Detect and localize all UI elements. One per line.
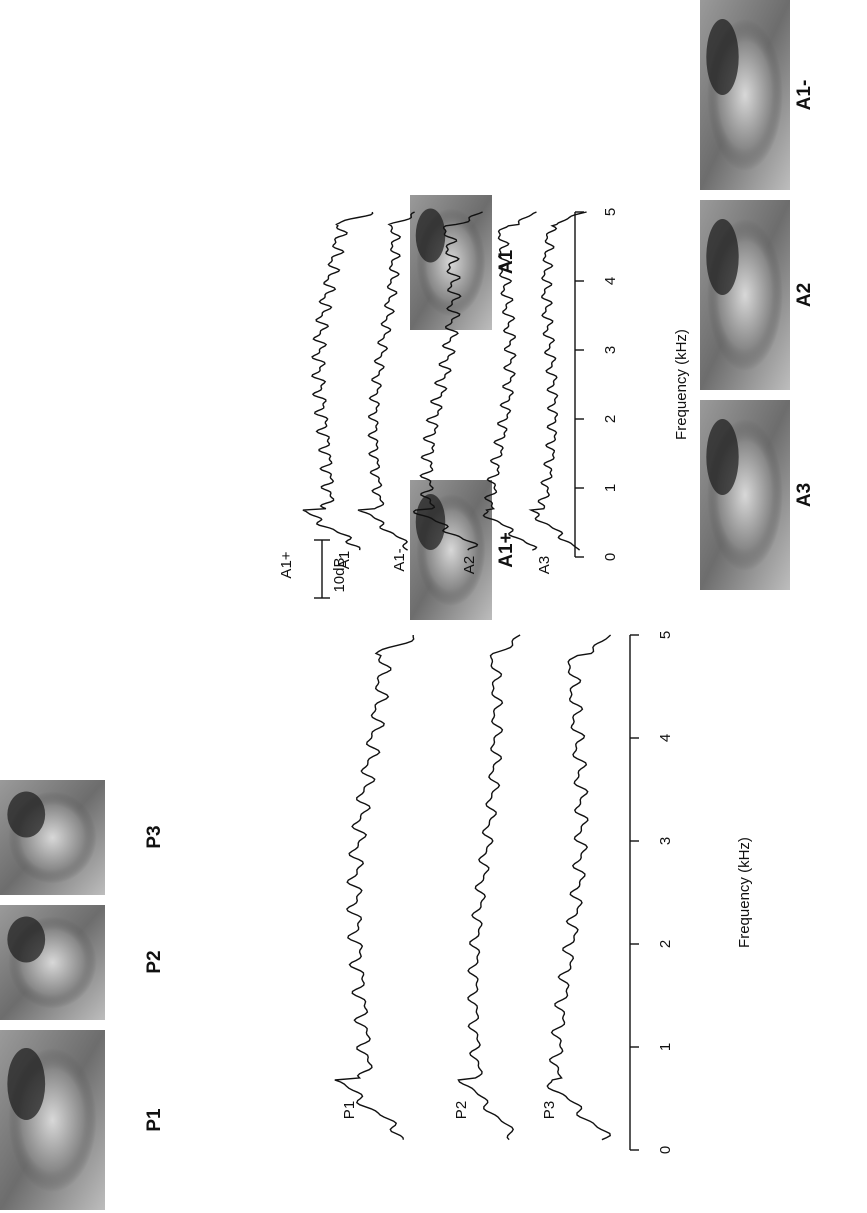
tick-label: 3: [602, 346, 619, 354]
curve-label: A1-: [391, 548, 408, 571]
tick-label: 2: [657, 940, 674, 948]
curve-label: A1+: [278, 551, 295, 578]
shadow: [7, 1048, 46, 1120]
spectrum-curve: [482, 211, 538, 551]
curve-label: P1: [341, 1101, 358, 1119]
tick-label: 4: [657, 734, 674, 742]
curve-label: A3: [536, 556, 553, 574]
curve-label: P2: [453, 1101, 470, 1119]
spectrum-curve: [546, 634, 612, 1141]
spectrum-curve: [357, 211, 415, 551]
tick-label: 2: [602, 415, 619, 423]
shadow: [706, 419, 739, 495]
spectrum-curve: [528, 211, 587, 551]
photo-label: A3: [794, 483, 815, 507]
tick-label: 4: [602, 277, 619, 285]
photo-label: A1: [496, 249, 517, 274]
photo-label: P1: [144, 1108, 165, 1132]
photo-label: A1-: [794, 80, 815, 111]
photos: [0, 0, 790, 1210]
spectrum-curve: [412, 211, 483, 551]
shadow: [706, 19, 739, 95]
curve-label: A2: [461, 556, 478, 574]
scale-label: 10dB: [331, 557, 348, 592]
shadow: [706, 219, 739, 295]
photo-label: A2: [794, 283, 815, 307]
shadow: [415, 494, 446, 550]
spectra: [302, 211, 612, 1141]
photo-label: P2: [144, 950, 165, 973]
spectrum-curve: [302, 211, 374, 551]
axis-title: Frequency (kHz): [673, 329, 690, 440]
tick-label: 5: [657, 631, 674, 639]
axis-title: Frequency (kHz): [736, 837, 753, 948]
shadow: [7, 791, 46, 838]
shadow: [7, 916, 46, 963]
tick-label: 0: [657, 1146, 674, 1154]
tick-label: 0: [602, 553, 619, 561]
tick-label: 1: [657, 1043, 674, 1051]
curve-label: A1: [336, 551, 353, 569]
spectrum-curve: [457, 634, 521, 1141]
photo-label: P3: [144, 825, 165, 848]
shadow: [415, 208, 446, 263]
tick-label: 1: [602, 484, 619, 492]
spectrum-curve: [334, 635, 415, 1140]
curve-label: P3: [541, 1101, 558, 1119]
tick-label: 5: [602, 208, 619, 216]
photo-label: A1+: [496, 532, 517, 567]
tick-label: 3: [657, 837, 674, 845]
